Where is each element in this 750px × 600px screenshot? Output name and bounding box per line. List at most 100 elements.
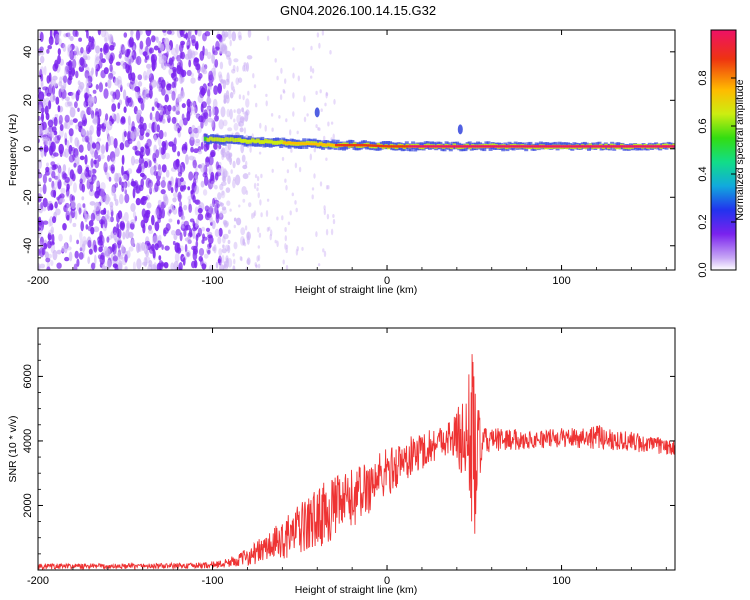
noise-speckle (104, 31, 110, 43)
colorbar-ticks: 0.0 0.2 0.4 0.6 0.8 (697, 70, 736, 278)
ridge-core (404, 145, 407, 148)
ridge-core (446, 145, 449, 148)
noise-speckle (136, 109, 142, 116)
noise-speckle (42, 173, 48, 184)
noise-speckle (88, 189, 95, 197)
noise-speckle (121, 165, 124, 176)
noise-speckle (218, 248, 223, 256)
noise-speckle (276, 75, 279, 81)
ridge-core (410, 145, 413, 148)
noise-speckle (196, 125, 202, 134)
noise-speckle (108, 176, 112, 182)
noise-speckle (233, 89, 236, 95)
noise-speckle (135, 30, 140, 41)
noise-speckle (222, 151, 227, 158)
noise-speckle (163, 37, 170, 46)
noise-speckle (191, 260, 196, 269)
noise-speckle (116, 75, 122, 85)
noise-speckle (48, 125, 54, 133)
ridge-core (517, 145, 520, 148)
noise-speckle (240, 143, 245, 154)
ridge-core (511, 145, 514, 148)
noise-speckle (101, 143, 105, 154)
noise-speckle (119, 142, 125, 151)
noise-speckle (333, 98, 336, 105)
noise-speckle (197, 207, 203, 214)
ridge-core (316, 143, 319, 146)
ridge-core (295, 142, 298, 145)
ridge-core (259, 140, 263, 143)
noise-speckle (88, 130, 93, 136)
spectrogram-y-ticks: -40 -20 0 20 40 (22, 39, 675, 271)
noise-speckle (192, 228, 196, 240)
ridge-core (305, 142, 309, 145)
noise-speckle (164, 94, 169, 103)
ridge-core (611, 145, 614, 148)
spectrogram-y-tick: 20 (22, 94, 34, 106)
ridge-core (395, 145, 399, 148)
noise-speckle (274, 239, 277, 244)
noise-speckle (78, 65, 85, 72)
noise-speckle (284, 235, 287, 242)
noise-speckle (90, 212, 96, 222)
ridge-mid (216, 137, 221, 142)
noise-speckle (92, 115, 99, 126)
noise-speckle (256, 187, 259, 192)
noise-speckle (260, 173, 263, 179)
noise-speckle (49, 241, 55, 246)
noise-speckle (68, 154, 75, 163)
ridge-core (630, 145, 633, 148)
noise-speckle (38, 227, 41, 231)
noise-speckle (185, 32, 188, 40)
noise-speckle (95, 107, 99, 115)
noise-speckle (47, 233, 52, 241)
noise-speckle (233, 224, 236, 229)
noise-speckle (103, 67, 109, 75)
noise-speckle (153, 134, 157, 142)
noise-speckle (239, 255, 242, 261)
noise-speckle (168, 209, 172, 214)
ridge-core (494, 145, 497, 148)
noise-speckle (214, 228, 220, 237)
ridge-core (469, 145, 472, 148)
noise-speckle (213, 142, 218, 150)
noise-speckle (149, 187, 153, 195)
ridge-core (397, 145, 401, 148)
noise-speckle (85, 224, 89, 230)
ridge-core (372, 144, 376, 147)
noise-speckle (127, 180, 130, 188)
ridge-core (567, 145, 570, 148)
ridge-core (481, 145, 485, 148)
ridge-core (368, 144, 371, 147)
noise-speckle (145, 211, 150, 219)
ridge-core (376, 144, 380, 148)
ridge-core (423, 145, 426, 148)
noise-speckle (39, 46, 44, 52)
noise-speckle (88, 176, 92, 183)
noise-speckle (185, 250, 191, 258)
noise-speckle (238, 120, 245, 127)
noise-speckle (139, 133, 144, 141)
noise-speckle (179, 43, 184, 53)
spectrogram-y-tick: 40 (22, 46, 34, 58)
noise-speckle (46, 162, 49, 167)
ridge-core (414, 145, 418, 148)
noise-speckle (184, 141, 188, 151)
noise-speckle (257, 263, 261, 269)
noise-speckle (329, 50, 332, 55)
noise-speckle (77, 121, 83, 129)
noise-speckle (295, 207, 298, 213)
ridge-core (385, 145, 388, 148)
noise-speckle (103, 42, 110, 54)
noise-speckle (209, 216, 214, 224)
noise-speckle (253, 84, 257, 89)
ridge-core (349, 144, 353, 147)
noise-speckle (112, 263, 118, 269)
ridge-core (559, 145, 562, 148)
ridge-core (238, 139, 242, 142)
noise-speckle (111, 103, 117, 112)
noise-speckle (80, 110, 86, 121)
noise-speckle (130, 155, 136, 166)
ridge-core (513, 145, 516, 148)
noise-speckle (38, 91, 45, 101)
